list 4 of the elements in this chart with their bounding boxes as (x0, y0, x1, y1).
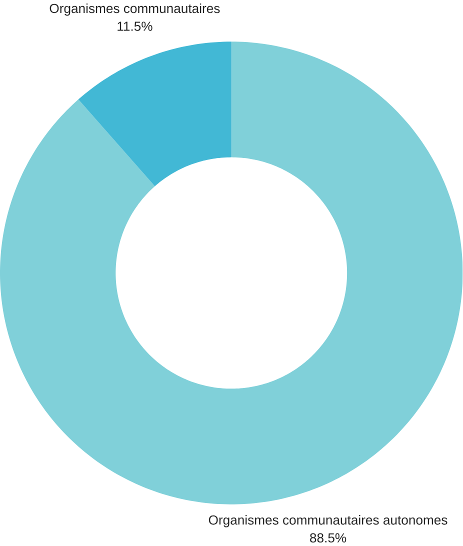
data-label: 11.5% (118, 22, 152, 31)
slice-label: Organismes communautaires (50, 3, 220, 16)
slice-label: Organismes communautaires autonomes (209, 515, 448, 528)
data-label: 88.5% (310, 533, 346, 543)
